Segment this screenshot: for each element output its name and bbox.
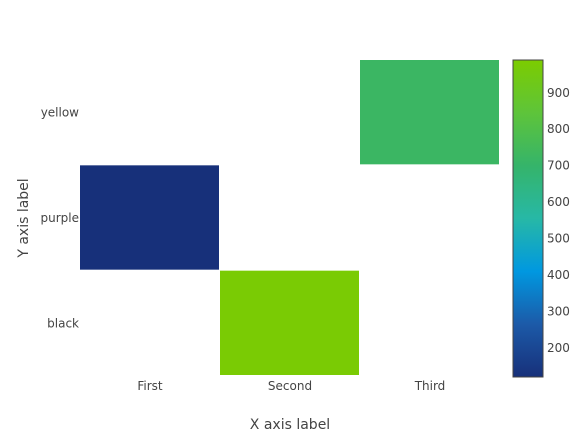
- colorbar-tick-label: 700: [547, 159, 570, 173]
- x-tick-labels: First Second Third: [137, 379, 445, 393]
- colorbar-tick-label: 600: [547, 195, 570, 209]
- colorbar-bar: [512, 59, 544, 378]
- colorbar-tick-labels: 200 300 400 500 600 700 800 900: [547, 86, 570, 355]
- x-tick-label: Second: [268, 379, 312, 393]
- colorbar: 200 300 400 500 600 700 800 900: [512, 59, 570, 378]
- y-tick-labels: black purple yellow: [41, 106, 80, 331]
- colorbar-tick-label: 800: [547, 122, 570, 136]
- heatmap-cell-first-purple: [80, 165, 219, 270]
- colorbar-tick-label: 400: [547, 268, 570, 282]
- colorbar-tick-label: 900: [547, 86, 570, 100]
- y-tick-label: yellow: [41, 106, 79, 120]
- y-tick-label: black: [47, 316, 79, 330]
- heatmap-cell-second-black: [220, 270, 359, 375]
- heatmap-cell-third-yellow: [360, 60, 499, 165]
- x-tick-label: Third: [414, 379, 446, 393]
- heatmap-cells: [80, 60, 499, 375]
- y-axis-title: Y axis label: [16, 178, 32, 258]
- x-tick-label: First: [137, 379, 163, 393]
- colorbar-tick-label: 200: [547, 341, 570, 355]
- colorbar-tick-label: 300: [547, 304, 570, 318]
- colorbar-tick-label: 500: [547, 232, 570, 246]
- y-tick-label: purple: [41, 211, 80, 225]
- x-axis-title: X axis label: [250, 417, 330, 433]
